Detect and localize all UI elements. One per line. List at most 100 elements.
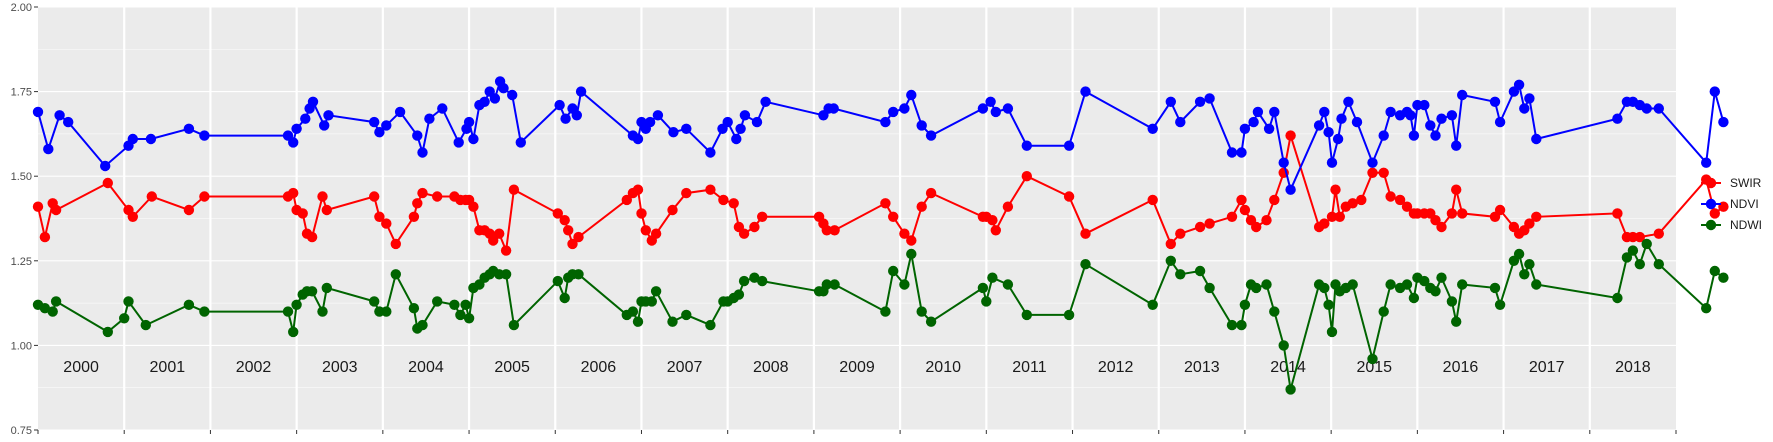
data-point — [667, 316, 678, 327]
data-point — [1285, 184, 1296, 195]
legend-key-point — [1705, 198, 1717, 210]
data-point — [1701, 157, 1712, 168]
data-point — [563, 225, 574, 236]
data-point — [437, 103, 448, 114]
data-point — [199, 306, 210, 317]
data-point — [1326, 326, 1338, 338]
data-point — [288, 137, 299, 148]
series-swir — [32, 130, 1729, 256]
data-point — [559, 292, 570, 304]
data-point — [1524, 93, 1535, 104]
data-point — [1326, 211, 1338, 222]
data-point — [1709, 265, 1721, 277]
data-point — [977, 282, 989, 294]
data-point — [1239, 299, 1251, 310]
data-point — [977, 103, 989, 114]
data-point — [1251, 282, 1262, 294]
data-point — [1612, 208, 1623, 219]
year-label-2000: 2000 — [63, 359, 99, 376]
data-point — [1236, 319, 1247, 331]
year-label-2004: 2004 — [408, 359, 444, 376]
data-point — [1531, 279, 1542, 290]
data-point — [1519, 103, 1530, 114]
data-point — [417, 187, 428, 199]
data-point — [880, 306, 891, 317]
data-point — [381, 306, 392, 317]
data-point — [1063, 309, 1075, 321]
data-point — [1239, 204, 1251, 216]
data-point — [757, 211, 768, 222]
data-point — [1343, 96, 1354, 108]
data-point — [1356, 194, 1367, 206]
data-point — [381, 120, 392, 131]
data-point — [646, 296, 657, 307]
data-point — [291, 299, 302, 310]
data-point — [1285, 130, 1296, 141]
data-point — [728, 198, 739, 209]
data-point — [760, 96, 771, 108]
data-point — [1494, 116, 1506, 128]
data-point — [307, 96, 319, 108]
y-axis: 0.75 1.00 1.25 1.50 1.75 2.00 — [11, 2, 38, 437]
data-point — [1332, 133, 1344, 145]
year-label-2013: 2013 — [1184, 359, 1220, 376]
data-point — [1408, 292, 1420, 304]
data-point — [1002, 201, 1014, 212]
year-label-2002: 2002 — [236, 359, 272, 376]
data-point — [906, 248, 917, 260]
data-point — [1378, 306, 1389, 317]
data-point — [880, 198, 891, 209]
data-point — [632, 184, 644, 195]
legend-key-point — [1705, 177, 1717, 189]
data-point — [321, 282, 332, 294]
data-point — [575, 86, 587, 97]
data-point — [146, 191, 157, 202]
data-point — [749, 272, 760, 283]
data-point — [288, 187, 299, 199]
data-point — [1269, 306, 1280, 317]
y-tick-label: 0.75 — [11, 425, 32, 437]
data-point — [1194, 221, 1206, 233]
data-point — [681, 187, 692, 199]
data-point — [1367, 353, 1378, 365]
data-point — [408, 211, 420, 222]
series-layer — [32, 76, 1729, 395]
data-point — [667, 204, 678, 216]
data-point — [718, 194, 729, 206]
data-point — [1319, 282, 1330, 294]
data-point — [1430, 286, 1441, 297]
data-point — [127, 211, 138, 222]
data-point — [1641, 103, 1652, 114]
data-point — [668, 127, 679, 138]
data-point — [317, 306, 328, 317]
data-point — [508, 319, 520, 331]
data-point — [906, 89, 917, 101]
data-point — [1248, 116, 1259, 128]
y-tick-label: 1.00 — [11, 340, 32, 352]
data-point — [1269, 194, 1280, 206]
data-point — [559, 215, 570, 226]
data-point — [1251, 221, 1262, 233]
y-tick-label: 1.50 — [11, 171, 32, 183]
data-point — [985, 96, 996, 108]
data-point — [515, 137, 526, 148]
data-point — [1612, 113, 1623, 124]
data-point — [54, 110, 65, 121]
data-point — [888, 211, 899, 222]
data-point — [1385, 279, 1396, 290]
data-point — [1147, 299, 1158, 310]
year-label-2006: 2006 — [581, 359, 617, 376]
data-point — [552, 275, 563, 287]
data-point — [417, 147, 428, 158]
data-point — [1021, 171, 1032, 182]
data-point — [821, 225, 832, 236]
data-point — [183, 299, 195, 310]
data-point — [1165, 238, 1177, 250]
data-point — [829, 225, 840, 236]
data-point — [412, 198, 423, 209]
data-point — [455, 309, 466, 321]
data-point — [1408, 130, 1420, 141]
data-point — [412, 130, 423, 141]
data-point — [199, 191, 210, 202]
